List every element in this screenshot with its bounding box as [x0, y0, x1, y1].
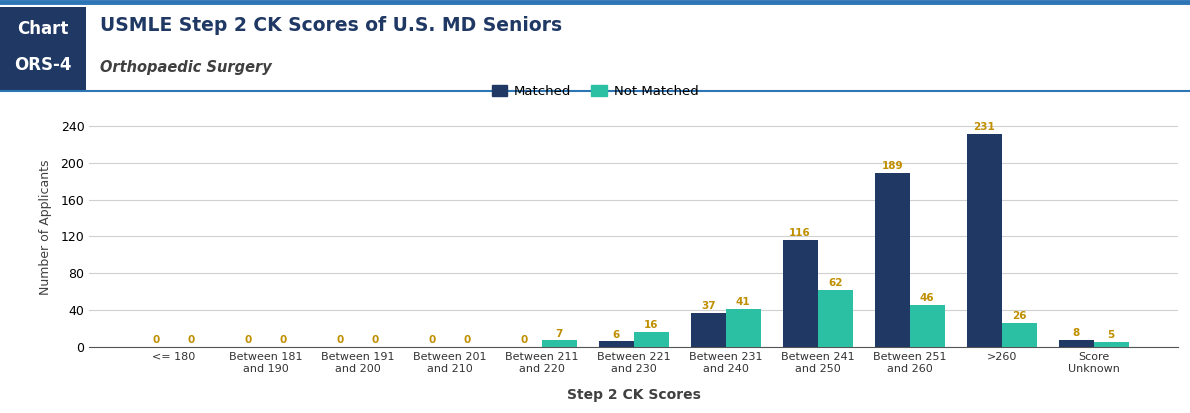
Text: 0: 0 — [188, 335, 195, 345]
Text: 41: 41 — [735, 297, 751, 307]
Bar — [541, 340, 577, 347]
Bar — [690, 313, 726, 347]
Bar — [1002, 323, 1036, 347]
Bar — [633, 332, 669, 347]
Text: 8: 8 — [1072, 328, 1079, 338]
Text: 116: 116 — [789, 228, 812, 238]
Bar — [875, 173, 909, 347]
X-axis label: Step 2 CK Scores: Step 2 CK Scores — [566, 388, 701, 402]
Bar — [1094, 342, 1128, 347]
Text: 0: 0 — [152, 335, 159, 345]
Text: Orthopaedic Surgery: Orthopaedic Surgery — [100, 60, 271, 75]
Bar — [966, 134, 1002, 347]
Text: 0: 0 — [464, 335, 471, 345]
Text: 7: 7 — [556, 329, 563, 339]
Text: 37: 37 — [701, 301, 715, 311]
FancyBboxPatch shape — [0, 7, 86, 91]
Text: Chart: Chart — [17, 20, 69, 38]
Text: 0: 0 — [371, 335, 378, 345]
Y-axis label: Number of Applicants: Number of Applicants — [39, 159, 52, 295]
Text: 5: 5 — [1108, 330, 1115, 340]
Text: 0: 0 — [337, 335, 344, 345]
Bar — [726, 309, 760, 347]
Bar — [818, 290, 852, 347]
Text: ORS-4: ORS-4 — [14, 57, 71, 74]
Text: 26: 26 — [1012, 311, 1027, 321]
Text: 189: 189 — [882, 161, 903, 171]
Bar — [909, 304, 945, 347]
Bar — [783, 240, 818, 347]
Text: 62: 62 — [828, 278, 843, 288]
Text: 231: 231 — [973, 122, 995, 132]
Text: 16: 16 — [644, 320, 658, 330]
Text: USMLE Step 2 CK Scores of U.S. MD Seniors: USMLE Step 2 CK Scores of U.S. MD Senior… — [100, 16, 562, 35]
Text: 0: 0 — [428, 335, 436, 345]
Bar — [599, 342, 633, 347]
Text: 0: 0 — [520, 335, 528, 345]
Text: 6: 6 — [613, 330, 620, 339]
Legend: Matched, Not Matched: Matched, Not Matched — [491, 85, 699, 98]
Text: 0: 0 — [280, 335, 287, 345]
Text: 46: 46 — [920, 293, 934, 303]
Text: 0: 0 — [245, 335, 252, 345]
Bar — [1059, 339, 1094, 347]
